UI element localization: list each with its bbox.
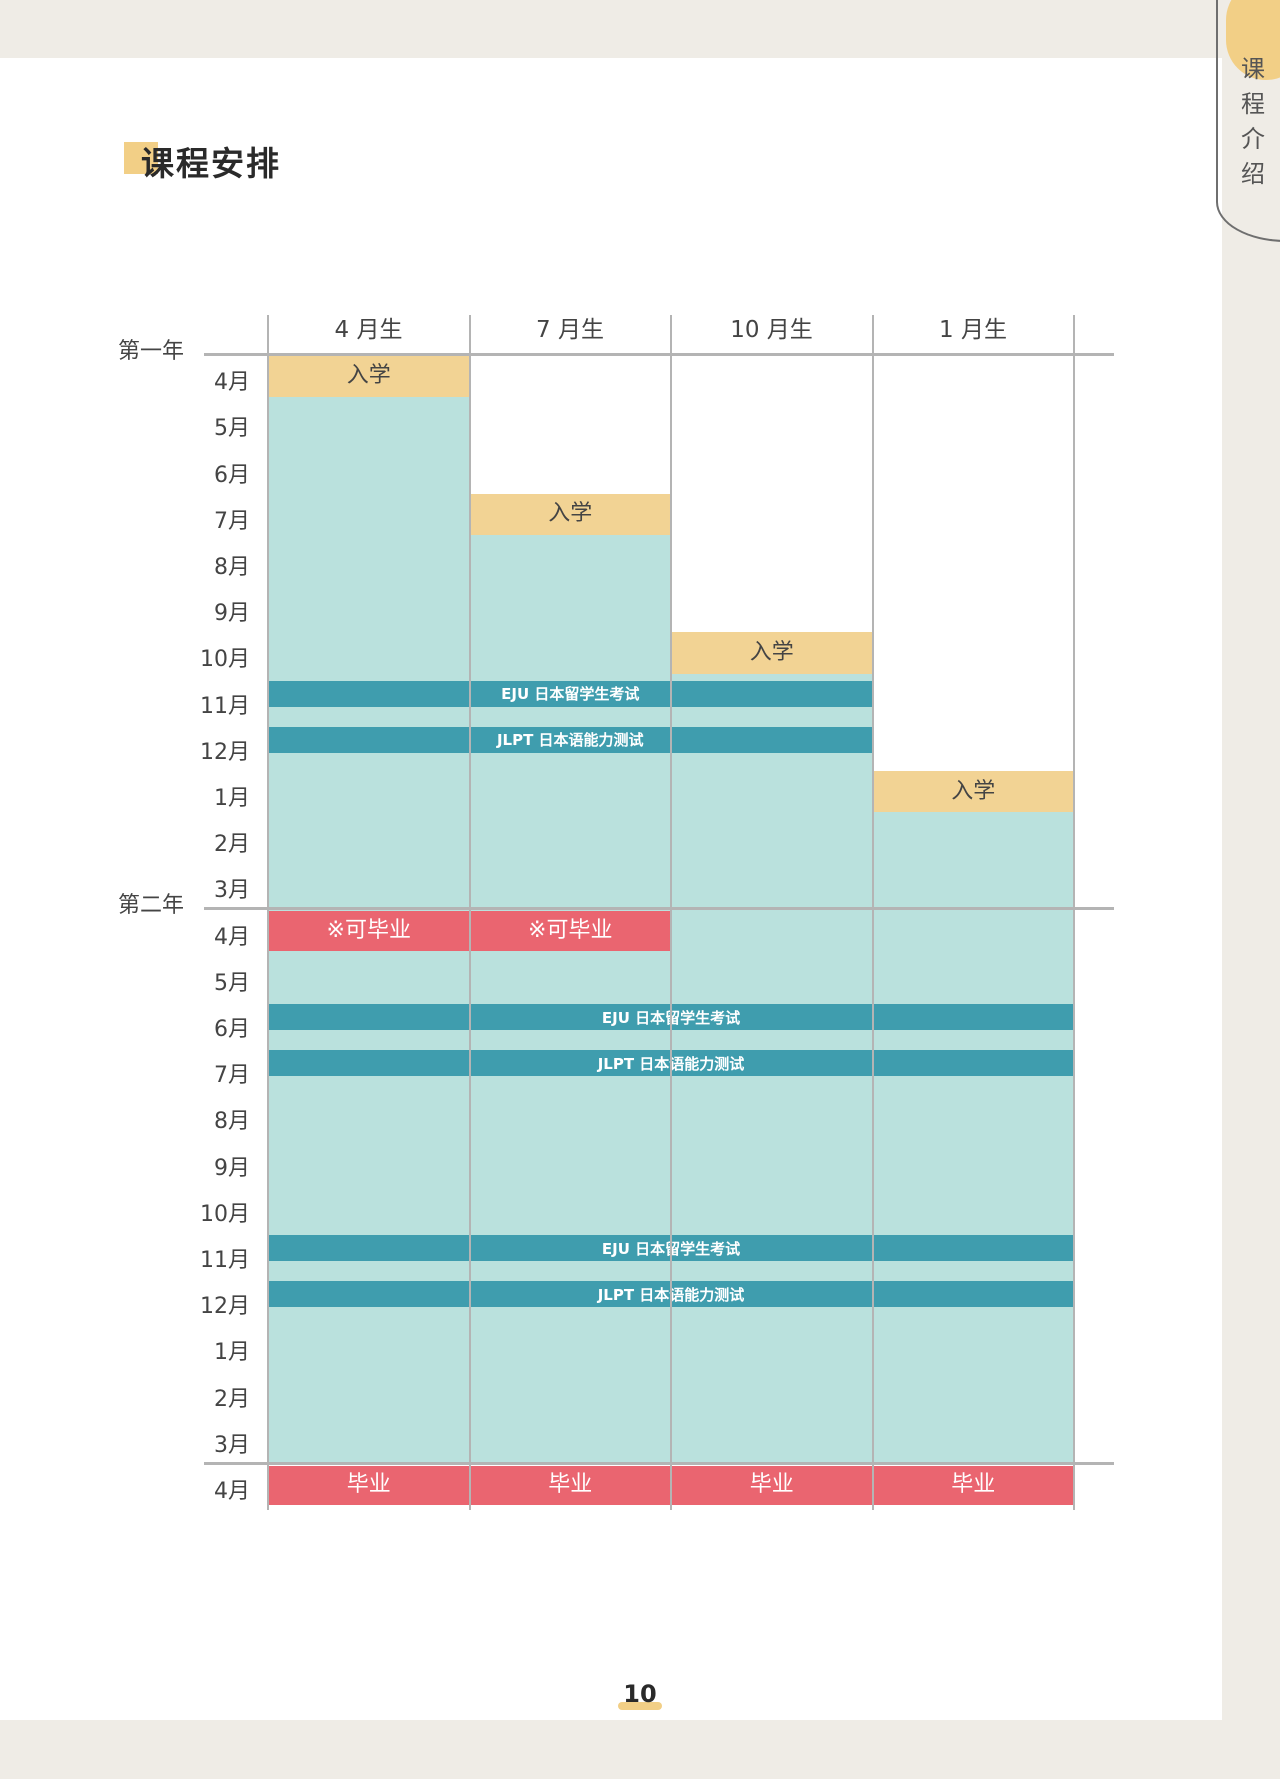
page-title: 课程安排 <box>141 144 281 183</box>
early-graduation-block: ※可毕业 <box>268 911 470 951</box>
month-label: 11月 <box>200 693 250 719</box>
column-header: 7 月生 <box>536 317 604 343</box>
entry-block: 入学 <box>268 355 470 397</box>
month-label: 9月 <box>214 601 250 627</box>
entry-block: 入学 <box>671 632 873 674</box>
entry-block: 入学 <box>872 770 1074 813</box>
side-tab-label[interactable]: 课程介绍 <box>1241 55 1265 188</box>
month-label: 5月 <box>214 970 250 996</box>
month-label: 7月 <box>214 1063 250 1089</box>
month-label: 9月 <box>214 1155 250 1181</box>
grid-column-line <box>1073 315 1075 1510</box>
study-period-4 <box>872 770 1074 1464</box>
month-label: 8月 <box>214 554 250 580</box>
month-label: 7月 <box>214 508 250 534</box>
graduation-block: 毕业 <box>872 1465 1074 1506</box>
grid-column-line <box>871 315 874 1510</box>
month-label: 1月 <box>214 785 250 811</box>
year-label: 第二年 <box>118 893 185 919</box>
early-graduation-block: ※可毕业 <box>469 911 671 951</box>
year-divider-line <box>204 1461 1114 1465</box>
month-label: 10月 <box>200 647 250 673</box>
grid-column-line <box>267 315 269 1510</box>
entry-block: 入学 <box>469 493 671 536</box>
column-header: 4 月生 <box>334 317 403 343</box>
graduation-block: 毕业 <box>469 1465 671 1506</box>
column-header: 10 月生 <box>730 317 813 343</box>
month-label: 12月 <box>200 739 250 765</box>
month-label: 6月 <box>214 462 250 488</box>
study-period-3 <box>671 632 873 1464</box>
graduation-block: 毕业 <box>671 1465 873 1506</box>
month-label: 8月 <box>214 1109 250 1135</box>
month-label: 2月 <box>214 832 250 858</box>
month-label: 11月 <box>200 1247 250 1273</box>
month-label: 4月 <box>214 924 250 950</box>
exam-bar: JLPT 日本语能力测试 <box>268 726 873 753</box>
month-label: 4月 <box>214 1478 250 1504</box>
month-label: 3月 <box>214 878 250 904</box>
grid-column-line <box>468 315 471 1510</box>
title-accent-mark <box>124 142 158 174</box>
month-label: 3月 <box>214 1432 250 1458</box>
month-label: 12月 <box>200 1294 250 1320</box>
page-number-accent <box>618 1702 662 1710</box>
month-label: 6月 <box>214 1016 250 1042</box>
graduation-block: 毕业 <box>268 1465 470 1506</box>
month-label: 4月 <box>214 370 250 396</box>
year-divider-line <box>204 353 1114 356</box>
month-label: 1月 <box>214 1340 250 1366</box>
year-label: 第一年 <box>118 339 185 364</box>
month-label: 2月 <box>214 1386 250 1412</box>
month-label: 10月 <box>200 1201 250 1227</box>
month-label: 5月 <box>214 416 250 442</box>
year-divider-line <box>204 907 1114 911</box>
exam-bar: EJU 日本留学生考试 <box>268 680 873 707</box>
study-period-2 <box>469 493 671 1464</box>
page-number: 10 <box>623 1680 657 1708</box>
side-strip <box>1222 0 1280 1779</box>
grid-column-line <box>670 315 672 1510</box>
column-header: 1 月生 <box>939 317 1007 343</box>
